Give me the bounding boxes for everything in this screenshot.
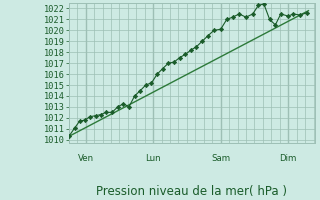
Text: Pression niveau de la mer( hPa ): Pression niveau de la mer( hPa ) <box>97 185 287 198</box>
Text: Ven: Ven <box>78 154 94 163</box>
Text: Dim: Dim <box>279 154 297 163</box>
Text: Sam: Sam <box>211 154 230 163</box>
Text: Lun: Lun <box>145 154 161 163</box>
